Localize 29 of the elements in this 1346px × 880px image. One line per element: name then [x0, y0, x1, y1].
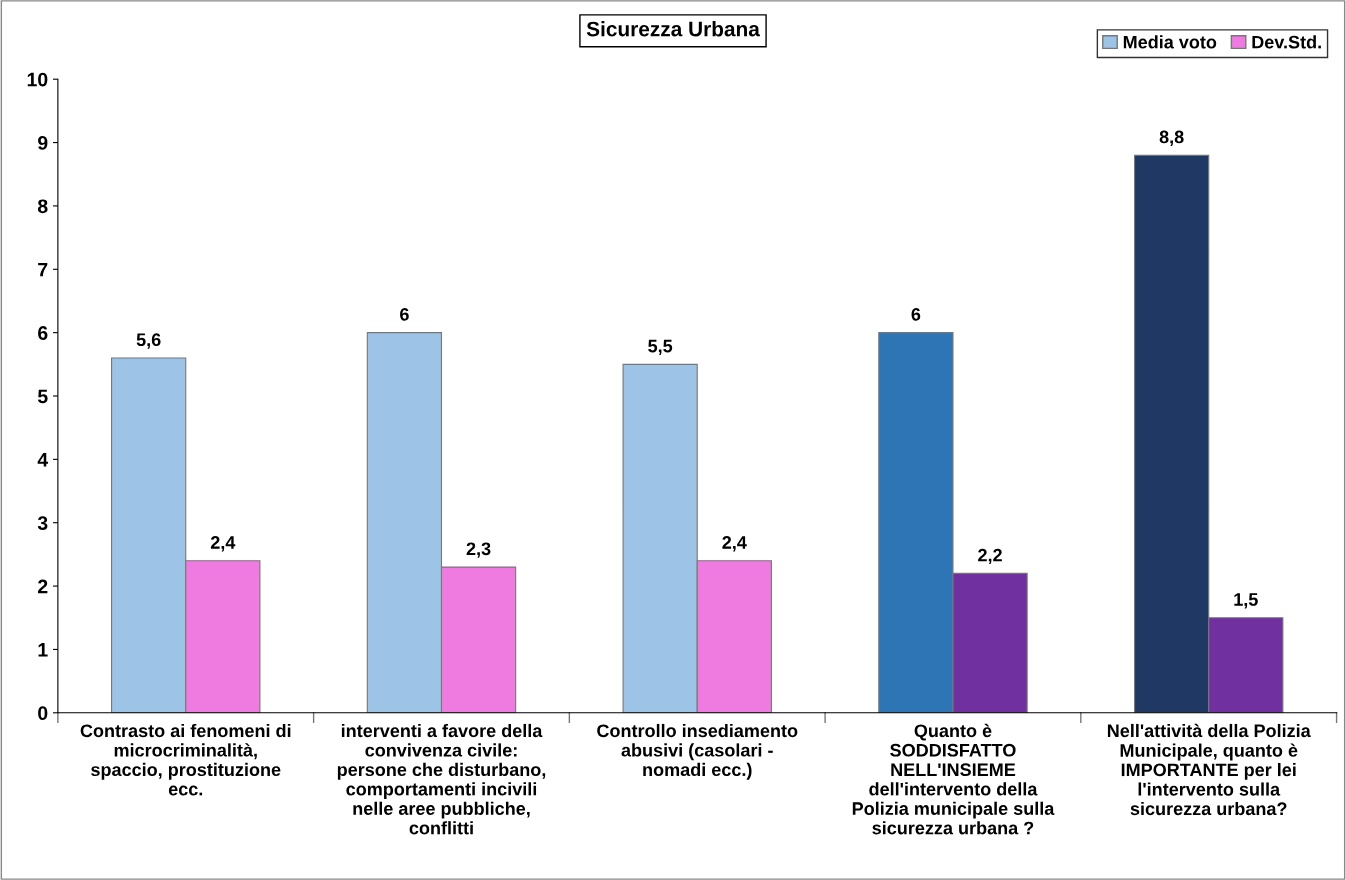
chart-title: Sicurezza Urbana [586, 21, 760, 37]
legend-label: Dev.Std. [1252, 35, 1321, 49]
data-label: 2,4 [722, 536, 747, 552]
y-tick-label: 7 [38, 262, 48, 277]
y-tick-label: 9 [38, 136, 48, 150]
data-label: 2,3 [466, 542, 491, 558]
y-tick-label: 2 [38, 579, 48, 594]
y-tick-label: 10 [27, 72, 48, 87]
data-label: 5,5 [648, 339, 673, 356]
x-tick-label: Contrasto ai fenomeni di microcriminalità, spaccio, prostituzione ecc. [80, 723, 291, 796]
x-tick-label: interventi a favore della convivenza civile: persone che disturbano, comportamenti incivili nelle aree pubbliche, conflitti [337, 723, 546, 835]
legend-label: Media voto [1123, 35, 1217, 49]
data-label: 5,6 [136, 333, 161, 349]
data-label: 2,2 [978, 548, 1002, 565]
y-tick-label: 6 [38, 326, 48, 340]
y-tick-label: 3 [37, 516, 48, 530]
y-tick-label: 1 [38, 643, 48, 657]
data-label: 6 [911, 307, 921, 321]
data-label: 6 [400, 307, 409, 321]
x-tick-label: Quanto è SODDISFATTO NELL'INSIEME dell'intervento della Polizia municipale sulla sicurezza urbana ? [852, 723, 1055, 835]
data-label: 8,8 [1159, 130, 1184, 146]
data-label: 1,5 [1234, 593, 1258, 609]
y-tick-label: 5 [37, 389, 48, 404]
y-tick-label: 0 [38, 706, 48, 721]
y-tick-label: 8 [37, 199, 48, 214]
x-tick-label: Controllo insediamento abusivi (casolari - nomadi ecc.) [597, 723, 798, 780]
data-label: 2,4 [210, 536, 236, 552]
y-tick-label: 4 [37, 453, 49, 467]
x-tick-label: Nell'attività della Polizia Municipale, quanto è IMPORTANTE per lei l'intervento sulla sicurezza urbana? [1107, 723, 1311, 816]
